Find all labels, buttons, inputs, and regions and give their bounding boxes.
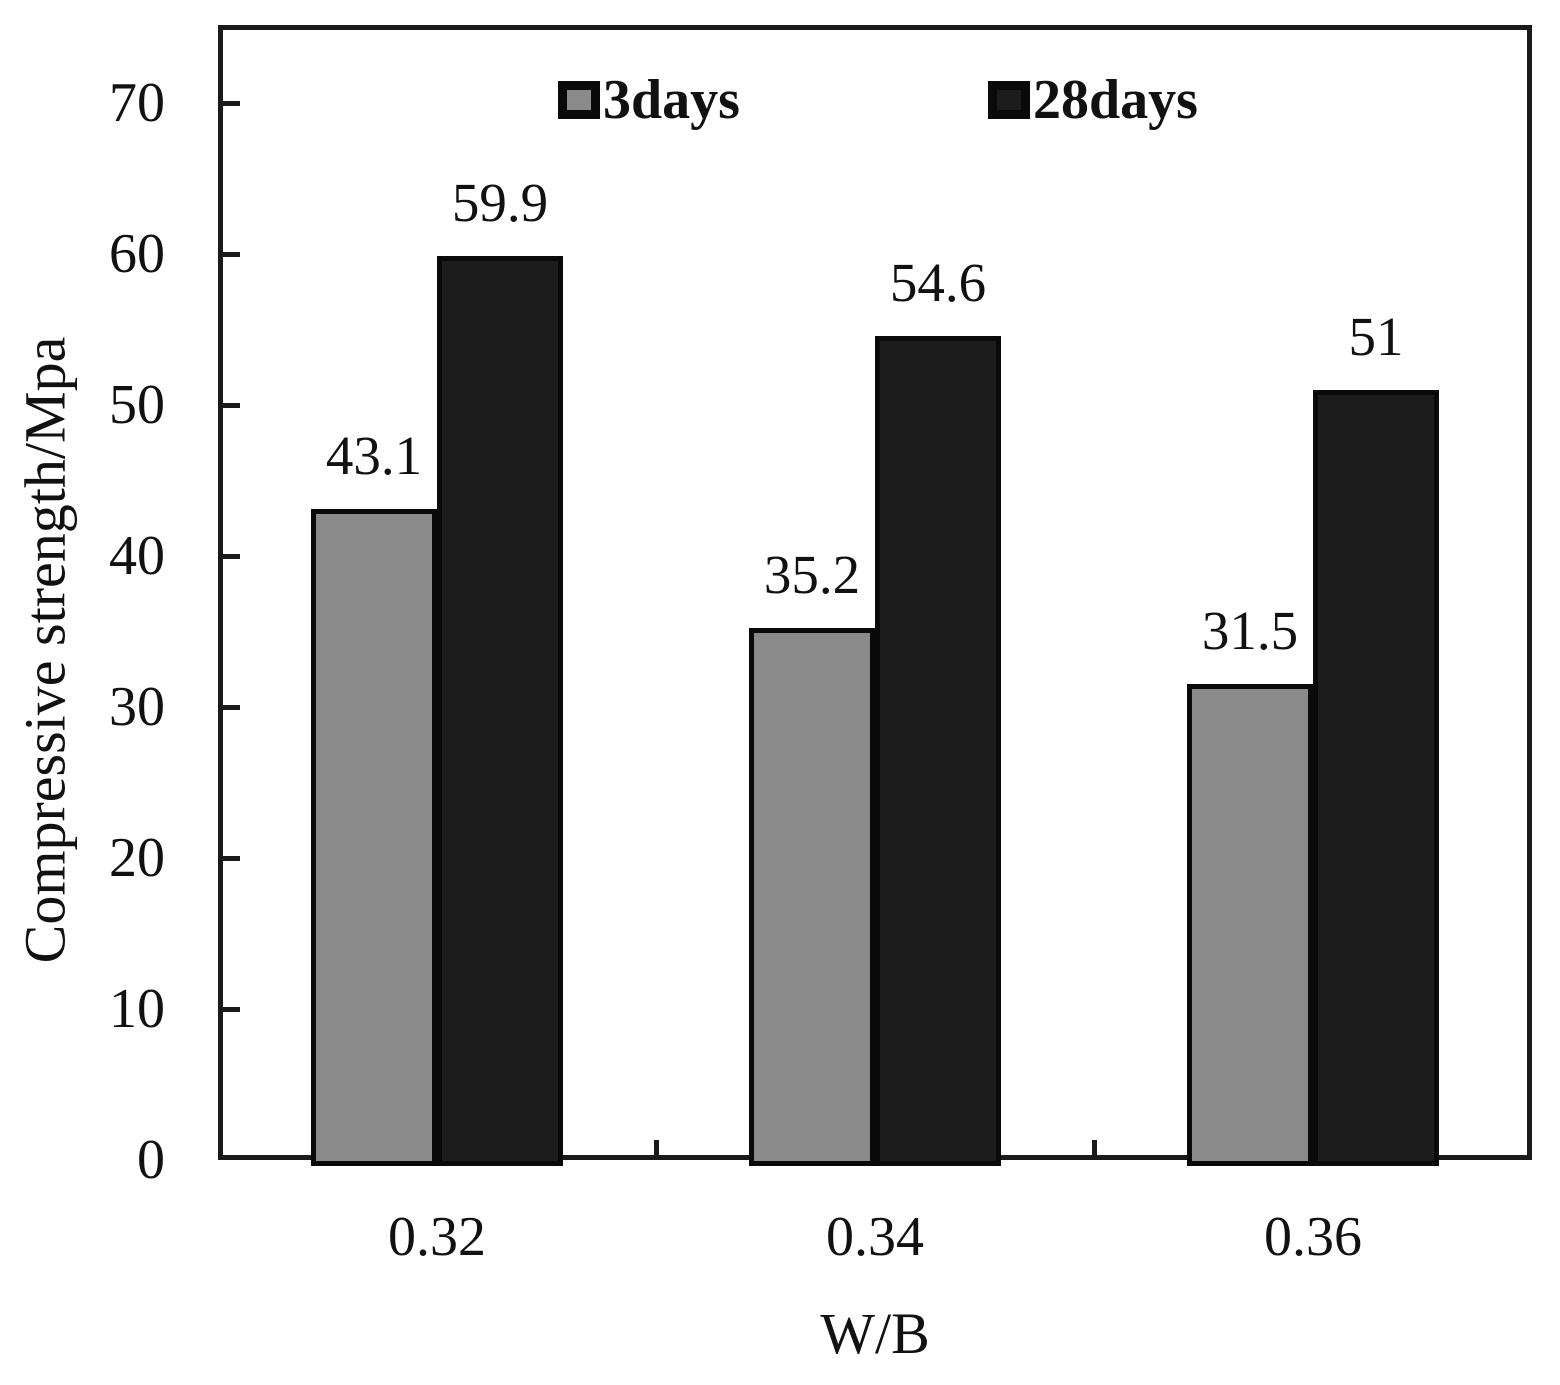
y-axis-tick <box>223 1007 240 1012</box>
legend-entry-3days: 3days <box>558 68 740 132</box>
y-axis-tick <box>223 101 240 106</box>
bar-28days-0.36 <box>1313 389 1439 1166</box>
y-axis-tick <box>223 252 240 257</box>
legend-label-3days: 3days <box>603 69 740 131</box>
bar-value-label: 54.6 <box>889 251 987 313</box>
x-axis-category-label: 0.36 <box>1264 1206 1362 1268</box>
y-axis-tick <box>223 705 240 710</box>
legend-swatch-28days-icon <box>988 81 1030 119</box>
y-axis-tick <box>223 554 240 559</box>
legend-label-28days: 28days <box>1033 69 1198 131</box>
legend-swatch-3days-icon <box>558 81 600 119</box>
y-axis-tick <box>223 856 240 861</box>
y-axis-tick-label: 50 <box>109 374 165 436</box>
x-axis-tick <box>654 1140 659 1155</box>
bar-3days-0.34 <box>749 628 875 1166</box>
bar-28days-0.34 <box>875 335 1001 1166</box>
bar-value-label: 43.1 <box>325 425 423 487</box>
y-axis-tick-label: 0 <box>137 1129 165 1191</box>
y-axis-tick-label: 20 <box>109 827 165 889</box>
x-axis-category-label: 0.34 <box>826 1206 924 1268</box>
y-axis-tick <box>223 403 240 408</box>
y-axis-tick-label: 10 <box>109 978 165 1040</box>
y-axis-tick-label: 60 <box>109 223 165 285</box>
y-axis-tick-label: 70 <box>109 72 165 134</box>
legend: 3days 28days <box>218 68 1532 132</box>
x-axis-tick <box>1092 1140 1097 1155</box>
x-axis-category-label: 0.32 <box>388 1206 486 1268</box>
bar-28days-0.32 <box>437 255 563 1166</box>
y-axis-tick-label: 40 <box>109 525 165 587</box>
x-axis-title: W/B <box>820 1301 930 1366</box>
bar-3days-0.36 <box>1187 684 1313 1166</box>
bar-value-label: 59.9 <box>451 171 549 233</box>
legend-entry-28days: 28days <box>988 68 1198 132</box>
y-axis-tick-label: 30 <box>109 676 165 738</box>
bar-3days-0.32 <box>311 509 437 1166</box>
bar-value-label: 51 <box>1348 305 1404 367</box>
bar-value-label: 35.2 <box>763 544 861 606</box>
bar-value-label: 31.5 <box>1201 600 1299 662</box>
